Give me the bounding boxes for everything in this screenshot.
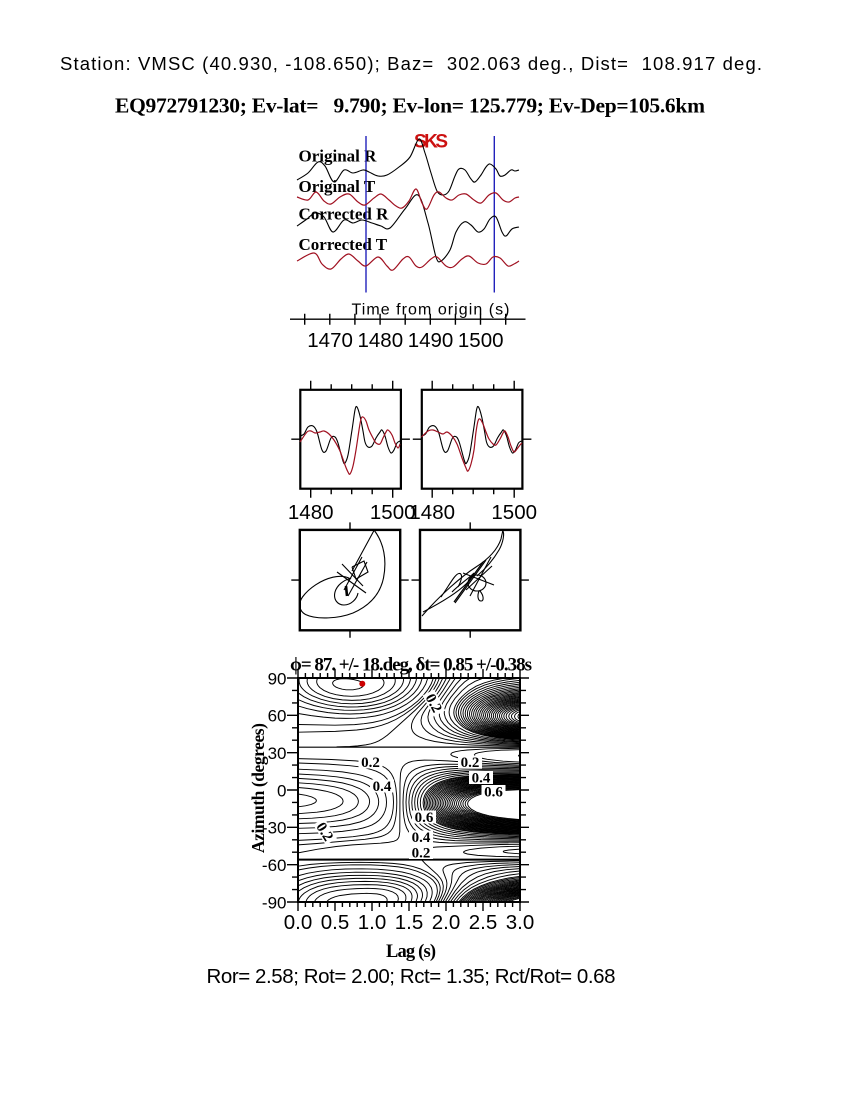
svg-text:1500: 1500 — [458, 329, 504, 352]
svg-text:-30: -30 — [262, 819, 287, 838]
svg-text:0.0: 0.0 — [284, 911, 313, 934]
svg-text:Lag (s): Lag (s) — [386, 942, 436, 962]
svg-text:2.0: 2.0 — [432, 911, 461, 934]
svg-text:1470: 1470 — [307, 329, 353, 352]
svg-text:0.2: 0.2 — [361, 755, 380, 771]
svg-text:60: 60 — [268, 707, 287, 726]
svg-text:1480: 1480 — [409, 501, 455, 524]
svg-text:Time from origin (s): Time from origin (s) — [352, 302, 510, 319]
svg-text:1480: 1480 — [288, 501, 334, 524]
svg-text:Original R: Original R — [299, 147, 378, 166]
svg-text:0.5: 0.5 — [321, 911, 350, 934]
svg-text:90: 90 — [268, 669, 287, 688]
svg-text:1500: 1500 — [370, 501, 416, 524]
svg-text:1500: 1500 — [491, 501, 537, 524]
svg-text:Corrected T: Corrected T — [299, 235, 388, 254]
svg-text:0.4: 0.4 — [412, 830, 431, 846]
svg-text:1.0: 1.0 — [358, 911, 387, 934]
svg-text:EQ972791230; Ev-lat= 9.790;: EQ972791230; Ev-lat= 9.790; Ev-lon= 125.… — [115, 94, 705, 118]
svg-text:1490: 1490 — [408, 329, 454, 352]
svg-text:0.4: 0.4 — [472, 771, 491, 787]
svg-text:3.0: 3.0 — [506, 911, 535, 934]
svg-text:ϕ= 87. +/- 18.deg, δt= 0.85 +/: ϕ= 87. +/- 18.deg, δt= 0.85 +/-0.38s — [290, 655, 532, 676]
svg-text:0.2: 0.2 — [461, 755, 480, 771]
svg-text:2.5: 2.5 — [469, 911, 498, 934]
svg-text:-60: -60 — [262, 856, 287, 875]
svg-text:1.5: 1.5 — [395, 911, 424, 934]
svg-text:0: 0 — [277, 781, 286, 800]
svg-text:SKS: SKS — [414, 132, 448, 153]
svg-text:Ror= 2.58; Rot= 2.00; Rct= 1.3: Ror= 2.58; Rot= 2.00; Rct= 1.35; Rct/Rot… — [207, 965, 616, 988]
svg-text:0.2: 0.2 — [412, 846, 431, 862]
svg-text:0.2: 0.2 — [422, 691, 445, 715]
svg-text:30: 30 — [268, 744, 287, 763]
svg-text:1480: 1480 — [357, 329, 403, 352]
svg-text:-90: -90 — [262, 893, 287, 912]
svg-text:0.4: 0.4 — [373, 779, 392, 795]
svg-text:Original T: Original T — [299, 177, 376, 196]
svg-text:0.6: 0.6 — [484, 785, 503, 801]
svg-text:0.6: 0.6 — [415, 810, 434, 826]
svg-text:Azimuth (degrees): Azimuth (degrees) — [248, 723, 268, 853]
